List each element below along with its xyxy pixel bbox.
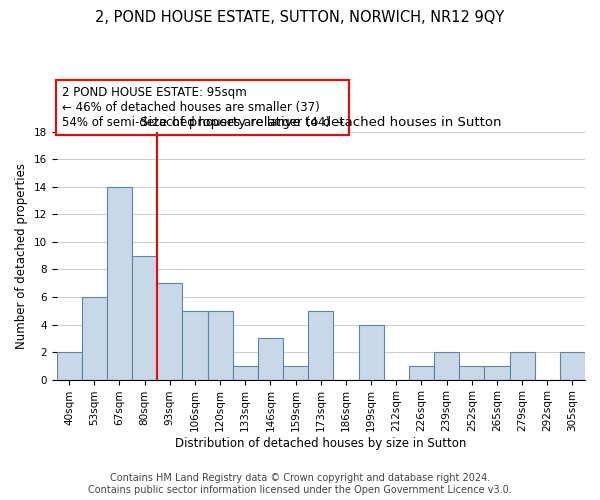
Bar (132, 256, 157, 380)
Bar (283, 366, 308, 380)
Bar (208, 311, 233, 380)
Bar (409, 366, 434, 380)
Text: 2, POND HOUSE ESTATE, SUTTON, NORWICH, NR12 9QY: 2, POND HOUSE ESTATE, SUTTON, NORWICH, N… (95, 10, 505, 25)
X-axis label: Distribution of detached houses by size in Sutton: Distribution of detached houses by size … (175, 437, 466, 450)
Text: Contains HM Land Registry data © Crown copyright and database right 2024.
Contai: Contains HM Land Registry data © Crown c… (88, 474, 512, 495)
Bar (157, 284, 182, 380)
Text: 2 POND HOUSE ESTATE: 95sqm
← 46% of detached houses are smaller (37)
54% of semi: 2 POND HOUSE ESTATE: 95sqm ← 46% of deta… (62, 86, 343, 130)
Y-axis label: Number of detached properties: Number of detached properties (15, 162, 28, 348)
Bar (56, 352, 82, 380)
Bar (484, 366, 509, 380)
Bar (308, 311, 334, 380)
Bar (509, 352, 535, 380)
Title: Size of property relative to detached houses in Sutton: Size of property relative to detached ho… (140, 116, 502, 130)
Bar (258, 338, 283, 380)
Bar (233, 366, 258, 380)
Bar (434, 352, 459, 380)
Bar (107, 187, 132, 380)
Bar (82, 297, 107, 380)
Bar (182, 311, 208, 380)
Bar (560, 352, 585, 380)
Bar (459, 366, 484, 380)
Bar (359, 324, 383, 380)
